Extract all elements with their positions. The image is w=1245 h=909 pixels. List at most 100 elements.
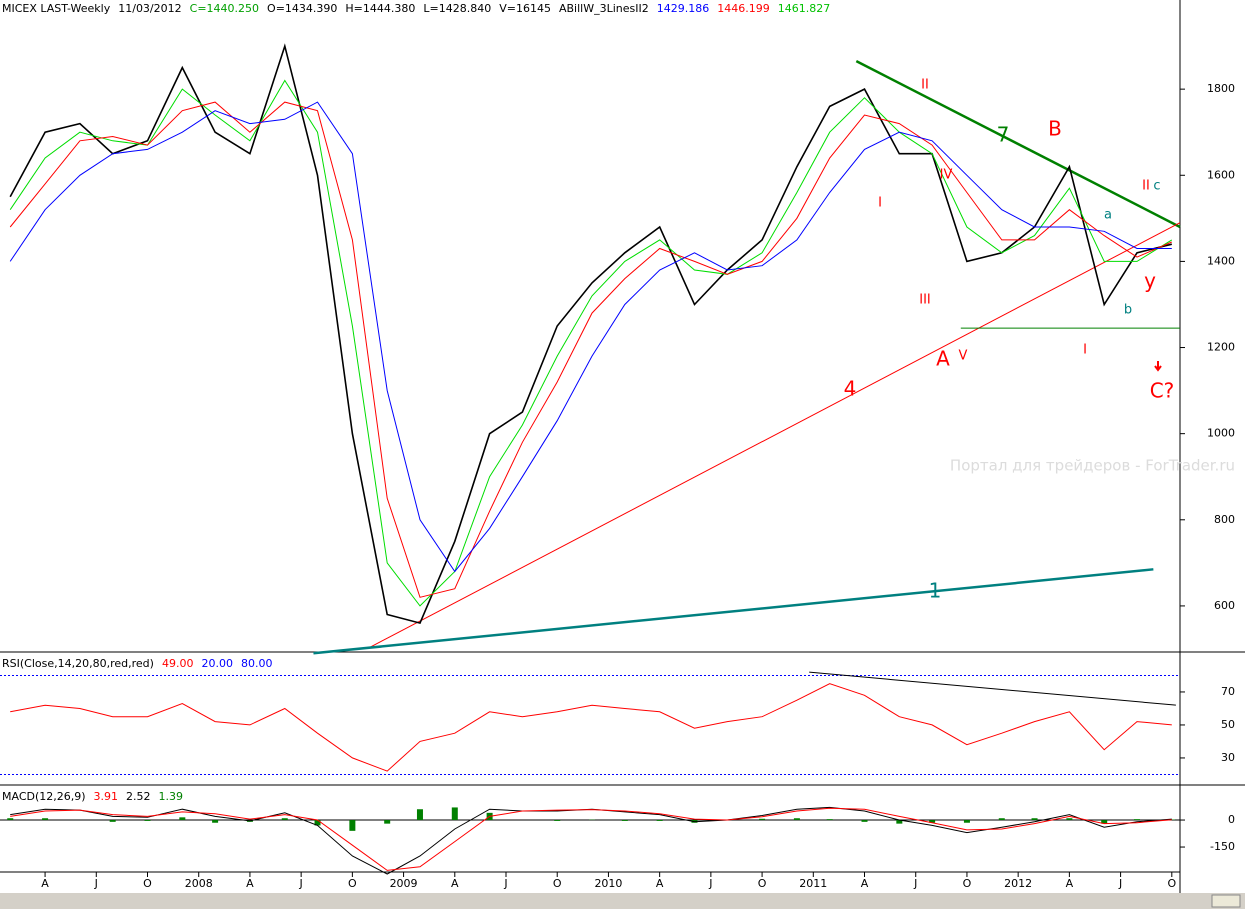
series-line bbox=[10, 683, 1172, 772]
histogram-bar bbox=[896, 820, 903, 824]
wave-label: IV bbox=[940, 168, 953, 183]
y-tick-label: 1400 bbox=[1207, 254, 1235, 267]
histogram-bar bbox=[929, 820, 936, 823]
header-item: 1429.186 bbox=[657, 2, 710, 15]
header-item: 1.39 bbox=[159, 790, 184, 803]
histogram-bar bbox=[998, 818, 1005, 821]
panel-title: MICEX LAST-Weekly bbox=[2, 2, 111, 15]
header-item: L=1428.840 bbox=[423, 2, 491, 15]
trendline bbox=[370, 222, 1181, 648]
histogram-bar bbox=[1101, 820, 1108, 824]
histogram-bar bbox=[759, 818, 766, 821]
y-tick-label: 1200 bbox=[1207, 341, 1235, 354]
header-item: 20.00 bbox=[201, 657, 233, 670]
watermark: Портал для трейдеров - ForTrader.ru bbox=[950, 457, 1235, 475]
x-tick-label: 2011 bbox=[799, 877, 827, 890]
x-tick-label: 2010 bbox=[594, 877, 622, 890]
histogram-bar bbox=[656, 820, 663, 821]
y-tick-label: 1800 bbox=[1207, 82, 1235, 95]
wave-label: II bbox=[1142, 179, 1150, 194]
x-tick-label: A bbox=[1066, 877, 1074, 890]
histogram-bar bbox=[144, 820, 151, 821]
wave-label: V bbox=[959, 349, 968, 364]
panel-title: MACD(12,26,9) bbox=[2, 790, 86, 803]
header-item: O=1434.390 bbox=[267, 2, 337, 15]
histogram-bar bbox=[554, 820, 561, 821]
y-tick-label: 0 bbox=[1228, 813, 1235, 826]
trendline-label: 4 bbox=[844, 377, 857, 401]
x-tick-label: A bbox=[656, 877, 664, 890]
x-tick-label: O bbox=[963, 877, 972, 890]
y-tick-label: 800 bbox=[1214, 513, 1235, 526]
y-tick-label: 30 bbox=[1221, 751, 1235, 764]
histogram-bar bbox=[1066, 818, 1073, 821]
trendline bbox=[855, 60, 1181, 229]
scroll-thumb[interactable] bbox=[1211, 894, 1241, 908]
x-tick-label: J bbox=[94, 877, 98, 890]
histogram-bar bbox=[7, 818, 14, 821]
wave-label: A bbox=[936, 347, 950, 371]
x-tick-label: A bbox=[41, 877, 49, 890]
scrollbar[interactable] bbox=[0, 893, 1245, 909]
x-tick-label: J bbox=[503, 877, 507, 890]
x-tick-label: O bbox=[758, 877, 767, 890]
series-line bbox=[10, 807, 1172, 871]
wave-label: B bbox=[1048, 117, 1062, 141]
x-tick-label: 2012 bbox=[1004, 877, 1032, 890]
series-line bbox=[9, 101, 1172, 573]
trendline bbox=[313, 568, 1154, 655]
wave-label: I bbox=[1083, 343, 1087, 358]
x-tick-label: J bbox=[299, 877, 303, 890]
header-item: H=1444.380 bbox=[345, 2, 415, 15]
header-item: 80.00 bbox=[241, 657, 273, 670]
histogram-bar bbox=[1133, 819, 1140, 821]
histogram-bar bbox=[384, 820, 391, 824]
x-tick-label: J bbox=[708, 877, 712, 890]
wave-label: y bbox=[1144, 269, 1156, 293]
histogram-bar bbox=[349, 820, 356, 831]
header-item: 3.91 bbox=[94, 790, 119, 803]
x-tick-label: 2008 bbox=[185, 877, 213, 890]
x-tick-label: A bbox=[246, 877, 254, 890]
wave-label: c bbox=[1153, 179, 1160, 194]
histogram-bar bbox=[314, 820, 321, 826]
histogram-bar bbox=[963, 820, 970, 823]
histogram-bar bbox=[416, 809, 423, 821]
wave-label: a bbox=[1104, 208, 1112, 223]
y-tick-label: 50 bbox=[1221, 718, 1235, 731]
arrow bbox=[1154, 361, 1162, 372]
x-tick-label: O bbox=[1167, 877, 1176, 890]
histogram-bar bbox=[1031, 818, 1038, 821]
x-tick-label: A bbox=[451, 877, 459, 890]
histogram-bar bbox=[42, 818, 49, 821]
header-item: C=1440.250 bbox=[190, 2, 259, 15]
wave-label: III bbox=[919, 293, 931, 308]
wave-label: b bbox=[1124, 303, 1132, 318]
y-tick-label: 1000 bbox=[1207, 427, 1235, 440]
x-tick-label: J bbox=[913, 877, 917, 890]
histogram-bar bbox=[793, 818, 800, 821]
histogram-bar bbox=[212, 820, 219, 823]
y-tick-label: 1600 bbox=[1207, 168, 1235, 181]
x-tick-label: O bbox=[553, 877, 562, 890]
x-tick-label: A bbox=[861, 877, 869, 890]
y-tick-label: 600 bbox=[1214, 599, 1235, 612]
x-tick-label: 2009 bbox=[390, 877, 418, 890]
histogram-bar bbox=[281, 818, 288, 821]
histogram-bar bbox=[451, 807, 458, 821]
histogram-bar bbox=[179, 817, 186, 821]
wave-label: I bbox=[878, 196, 882, 211]
header-item: 11/03/2012 bbox=[118, 2, 181, 15]
panel-title: RSI(Close,14,20,80,red,red) bbox=[2, 657, 154, 670]
histogram-bar bbox=[621, 820, 628, 821]
series-line bbox=[9, 101, 1172, 598]
wave-label: C? bbox=[1150, 379, 1175, 403]
histogram-bar bbox=[861, 820, 868, 822]
header-item: 2.52 bbox=[126, 790, 151, 803]
x-tick-label: O bbox=[348, 877, 357, 890]
wave-label: II bbox=[921, 78, 929, 93]
series-line bbox=[9, 43, 1172, 625]
header-item: ABillW_3LinesII2 bbox=[559, 2, 649, 15]
header-item: 1446.199 bbox=[717, 2, 770, 15]
header-item: V=16145 bbox=[499, 2, 551, 15]
